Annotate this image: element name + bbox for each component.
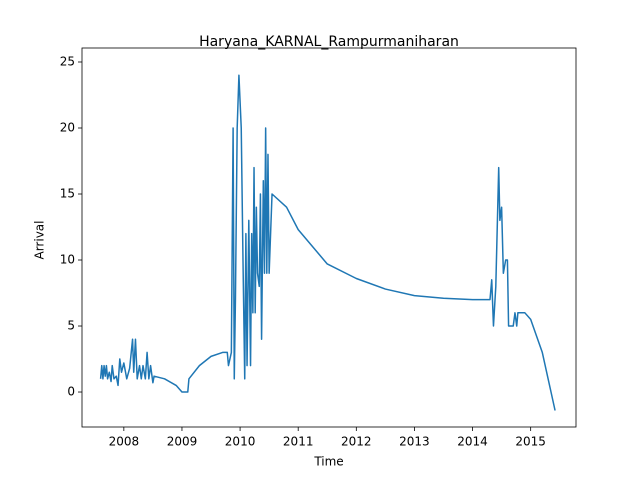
x-tick-label: 2015: [515, 435, 546, 449]
y-tick-label: 20: [60, 120, 75, 134]
x-tick-label: 2009: [167, 435, 198, 449]
y-axis-label: Arrival: [33, 221, 47, 260]
x-tick-label: 2011: [283, 435, 314, 449]
plot-frame: [81, 47, 577, 428]
y-tick-label: 0: [67, 385, 75, 399]
x-tick-label: 2008: [109, 435, 140, 449]
x-axis-label: Time: [313, 455, 343, 469]
y-tick-label: 10: [60, 253, 75, 267]
data-line: [99, 74, 556, 411]
chart-title: Haryana_KARNAL_Rampurmaniharan: [199, 34, 459, 50]
x-tick-label: 2013: [399, 435, 430, 449]
x-tick-label: 2014: [457, 435, 488, 449]
y-tick-label: 5: [67, 319, 75, 333]
y-tick-label: 25: [60, 54, 75, 68]
y-tick-label: 15: [60, 187, 75, 201]
x-tick-label: 2012: [341, 435, 372, 449]
x-tick-label: 2010: [225, 435, 256, 449]
